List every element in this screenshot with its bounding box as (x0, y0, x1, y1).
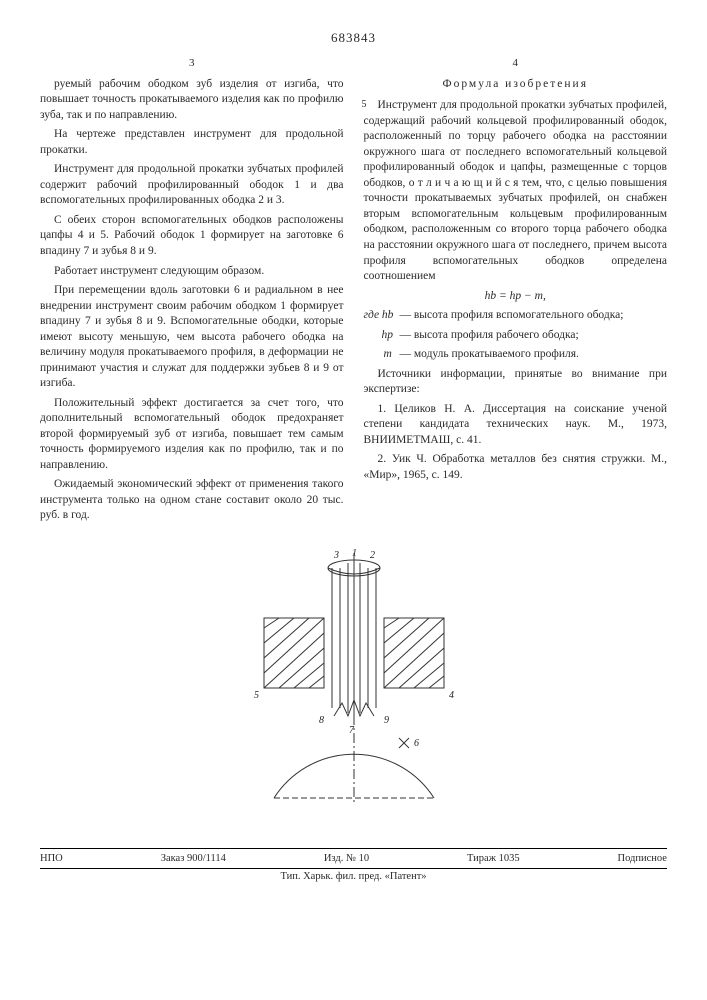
para: Ожидаемый экономический эффект от примен… (40, 477, 344, 524)
def-hb: — высота профиля вспомогательного ободка… (400, 309, 624, 321)
imprint-line: НПО Заказ 900/1114 Изд. № 10 Тираж 1035 … (40, 848, 667, 869)
footer-izd: Изд. № 10 (324, 853, 369, 864)
sym-hp: hp (382, 328, 394, 344)
fig-label-2: 2 (370, 550, 375, 561)
fig-label-6: 6 (414, 738, 419, 749)
def-m: — модуль прокатываемого профиля. (400, 348, 579, 360)
para: Инструмент для продольной прокатки зубча… (40, 162, 344, 209)
fig-label-1: 1 (352, 548, 357, 559)
where-m: m — модуль прокатываемого профиля. (364, 347, 668, 363)
fig-label-9: 9 (384, 715, 389, 726)
page-num-left: 3 (40, 56, 344, 71)
claims-title: Формула изобретения (364, 77, 668, 93)
def-hp: — высота профиля рабочего ободка; (400, 329, 579, 341)
footer-order: Заказ 900/1114 (161, 853, 226, 864)
sources-title: Источники информации, принятые во вниман… (364, 367, 668, 398)
where-hp: hp — высота профиля рабочего ободка; (364, 328, 668, 344)
sym-m: m (384, 347, 392, 363)
two-column-body: 3 руемый рабочим ободком зуб изделия от … (40, 56, 667, 528)
para: При перемещении вдоль заготовки 6 и ради… (40, 283, 344, 392)
para: Работает инструмент следующим образом. (40, 264, 344, 280)
printer-line: Тип. Харьк. фил. пред. «Патент» (40, 869, 667, 882)
source-1: 1. Целиков Н. А. Диссертация на соискани… (364, 402, 668, 449)
para: Положительный эффект достигается за счет… (40, 396, 344, 474)
para: С обеих сторон вспомогательных ободков р… (40, 213, 344, 260)
equation: hb = hp − m, (364, 289, 668, 305)
left-column: 3 руемый рабочим ободком зуб изделия от … (40, 56, 344, 528)
para: На чертеже представлен инструмент для пр… (40, 127, 344, 158)
footer-tirazh: Тираж 1035 (467, 853, 520, 864)
sym-hb: где hb (364, 308, 394, 324)
fig-label-3: 3 (333, 550, 339, 561)
page: 683843 3 руемый рабочим ободком зуб изде… (0, 0, 707, 902)
document-number: 683843 (40, 30, 667, 46)
source-2: 2. Уик Ч. Обработка металлов без снятия … (364, 452, 668, 483)
fig-label-4: 4 (449, 690, 454, 701)
right-column: 4 Формула изобретения 5 Инструмент для п… (364, 56, 668, 528)
para: 5 Инструмент для продольной прокатки зуб… (364, 98, 668, 284)
technical-drawing: 3 1 2 5 4 8 9 7 6 (224, 548, 484, 808)
fig-label-5: 5 (254, 690, 259, 701)
where-hb: где hb — высота профиля вспомогательного… (364, 308, 668, 324)
footer-org: НПО (40, 853, 63, 864)
page-num-right: 4 (364, 56, 668, 71)
footer-sub: Подписное (618, 853, 667, 864)
para: руемый рабочим ободком зуб изделия от из… (40, 77, 344, 124)
fig-label-8: 8 (319, 715, 324, 726)
line-mark: 5 (348, 98, 367, 112)
claim-text: Инструмент для продольной прокатки зубча… (364, 99, 668, 282)
